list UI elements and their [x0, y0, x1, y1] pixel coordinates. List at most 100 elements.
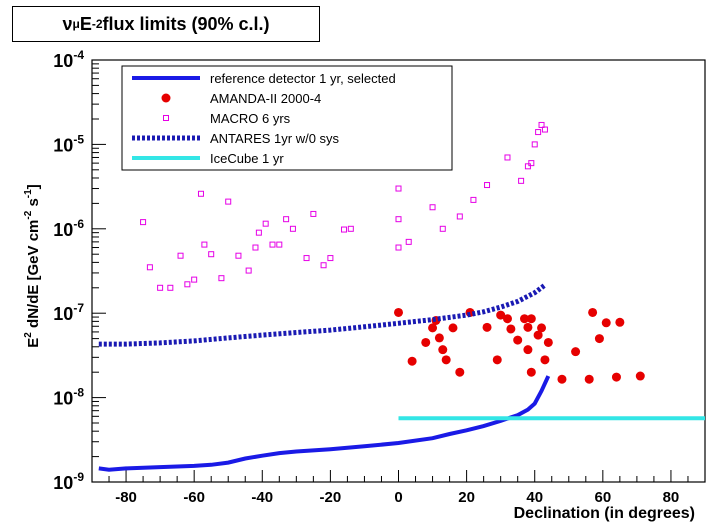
macro-point [439, 225, 446, 232]
amanda-point [537, 323, 547, 333]
amanda-point [611, 372, 621, 382]
amanda-point [588, 307, 598, 317]
x-tick-label: -20 [320, 489, 342, 506]
amanda-point [496, 310, 506, 320]
macro-point [197, 190, 204, 197]
macro-point [208, 251, 215, 258]
legend-label: reference detector 1 yr, selected [210, 71, 396, 86]
macro-point [146, 264, 153, 271]
macro-point [484, 182, 491, 189]
macro-point [283, 216, 290, 223]
macro-point [541, 126, 548, 133]
macro-point [395, 185, 402, 192]
data-series [98, 121, 705, 472]
amanda-point [557, 374, 567, 384]
legend-swatch [163, 115, 169, 121]
y-tick-label: 10-4 [53, 48, 84, 71]
amanda-point [441, 355, 451, 365]
x-tick-label: 40 [526, 489, 543, 506]
amanda-point [394, 307, 403, 317]
macro-point [157, 284, 164, 291]
macro-point [538, 121, 545, 128]
amanda-point [540, 355, 550, 365]
legend-label: ANTARES 1yr w/0 sys [210, 131, 340, 146]
amanda-point [594, 334, 604, 344]
amanda-point [635, 371, 645, 381]
macro-point [184, 281, 191, 288]
y-tick-label: 10-9 [53, 470, 84, 493]
legend-label: IceCube 1 yr [210, 151, 284, 166]
y-tick-label: 10-7 [53, 301, 84, 324]
y-tick-label: 10-5 [53, 132, 84, 155]
amanda-point [407, 356, 417, 366]
y-tick-label: 10-8 [53, 386, 84, 409]
x-tick-label: 80 [663, 489, 680, 506]
title-mu: μ [72, 17, 80, 31]
macro-point [327, 255, 334, 262]
amanda-point [482, 322, 492, 332]
title-rest: flux limits (90% c.l.) [102, 13, 270, 34]
macro-point [310, 210, 317, 217]
macro-point [269, 241, 276, 248]
macro-point [218, 275, 225, 282]
series-line-0 [98, 375, 551, 472]
macro-point [535, 129, 542, 136]
amanda-point [543, 337, 553, 347]
macro-point [140, 219, 147, 226]
y-tick-label: 10-6 [53, 217, 84, 240]
series-line-3 [98, 283, 547, 347]
x-tick-label: 20 [458, 489, 475, 506]
macro-point [177, 252, 184, 259]
macro-point [235, 252, 242, 259]
amanda-point [526, 314, 536, 324]
amanda-point [434, 333, 444, 343]
macro-point [395, 244, 402, 251]
amanda-point [438, 345, 448, 355]
x-tick-label: -40 [251, 489, 273, 506]
macro-point [255, 229, 262, 236]
macro-point [225, 198, 232, 205]
macro-point [456, 213, 463, 220]
macro-point [245, 267, 252, 274]
legend-swatch [161, 93, 171, 103]
macro-point [320, 262, 327, 269]
macro-point [201, 241, 208, 248]
x-tick-label: -60 [183, 489, 205, 506]
x-tick-label: 60 [594, 489, 611, 506]
amanda-point [506, 324, 516, 334]
macro-point [191, 276, 198, 283]
macro-point [252, 244, 259, 251]
amanda-point [523, 322, 533, 332]
macro-point [276, 241, 283, 248]
y-axis-title: E2 dN/dE [GeV cm-2 s-1] [23, 184, 42, 347]
title-e: E [79, 13, 92, 34]
legend: reference detector 1 yr, selected AMANDA-… [121, 65, 453, 171]
legend-box [121, 65, 453, 171]
macro-point [167, 284, 174, 291]
amanda-point [428, 323, 438, 333]
macro-point [262, 220, 269, 227]
x-axis-title: Declination (in degrees) [514, 505, 695, 522]
amanda-point [571, 347, 581, 357]
macro-point [518, 177, 525, 184]
amanda-point [455, 367, 465, 377]
amanda-point [448, 323, 458, 333]
x-tick-label: 0 [394, 489, 402, 506]
amanda-point [523, 345, 533, 355]
macro-point [395, 216, 402, 223]
amanda-point [615, 317, 625, 327]
macro-point [341, 226, 348, 233]
title-exp: -2 [91, 17, 103, 31]
amanda-point [513, 335, 523, 345]
legend-label: MACRO 6 yrs [210, 111, 291, 126]
macro-point [347, 225, 354, 232]
macro-point [405, 238, 412, 245]
macro-point [470, 196, 477, 203]
macro-point [504, 154, 511, 161]
amanda-point [533, 330, 543, 340]
legend-label: AMANDA-II 2000-4 [210, 91, 321, 106]
x-tick-label: -80 [115, 489, 137, 506]
macro-point [528, 160, 535, 167]
